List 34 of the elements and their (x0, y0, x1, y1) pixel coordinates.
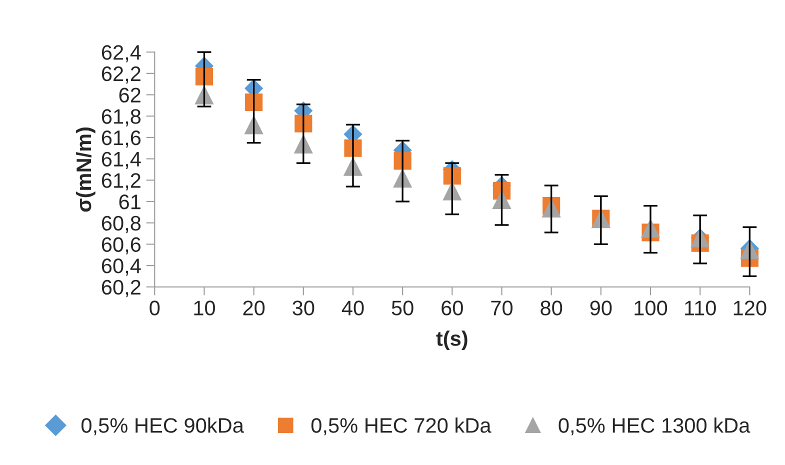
y-axis-title: σ(mN/m) (76, 128, 96, 212)
y-tick-label: 60,4 (102, 258, 141, 276)
legend-label: 0,5% HEC 1300 kDa (558, 418, 750, 436)
x-tick-label: 70 (491, 300, 513, 316)
x-axis-title: t(s) (436, 330, 468, 350)
x-tick-label: 20 (243, 300, 265, 316)
x-tick-label: 80 (540, 300, 562, 316)
x-tick-label: 40 (342, 300, 364, 316)
x-tick-label: 100 (634, 300, 668, 316)
y-tick-label: 62 (119, 88, 140, 103)
y-tick-label: 61 (119, 194, 140, 210)
y-tick-label: 60,8 (102, 216, 141, 234)
x-tick-label: 110 (685, 300, 716, 316)
point (443, 167, 461, 185)
x-tick-label: 0 (150, 300, 160, 316)
y-tick-label: 60,6 (102, 237, 141, 254)
y-tick-label: 61,2 (102, 173, 140, 190)
y-tick-label: 60,2 (102, 280, 140, 298)
x-tick-label: 120 (734, 300, 766, 316)
legend-label: 0,5% HEC 90kDa (82, 418, 244, 436)
y-tick-label: 61,8 (102, 109, 141, 126)
legend-label: 0,5% HEC 720 kDa (311, 418, 492, 436)
y-tick-label: 62,2 (102, 66, 140, 84)
point (195, 68, 214, 86)
x-tick-label: 10 (194, 300, 216, 316)
x-tick-label: 60 (442, 300, 463, 316)
y-tick-label: 61,6 (102, 130, 141, 148)
point (294, 114, 312, 132)
y-tick-label: 61,4 (102, 152, 141, 170)
x-tick-label: 50 (392, 300, 414, 316)
x-tick-label: 90 (590, 300, 612, 316)
point (245, 93, 263, 112)
x-tick-label: 30 (292, 300, 314, 316)
y-tick-label: 62,4 (102, 45, 141, 62)
